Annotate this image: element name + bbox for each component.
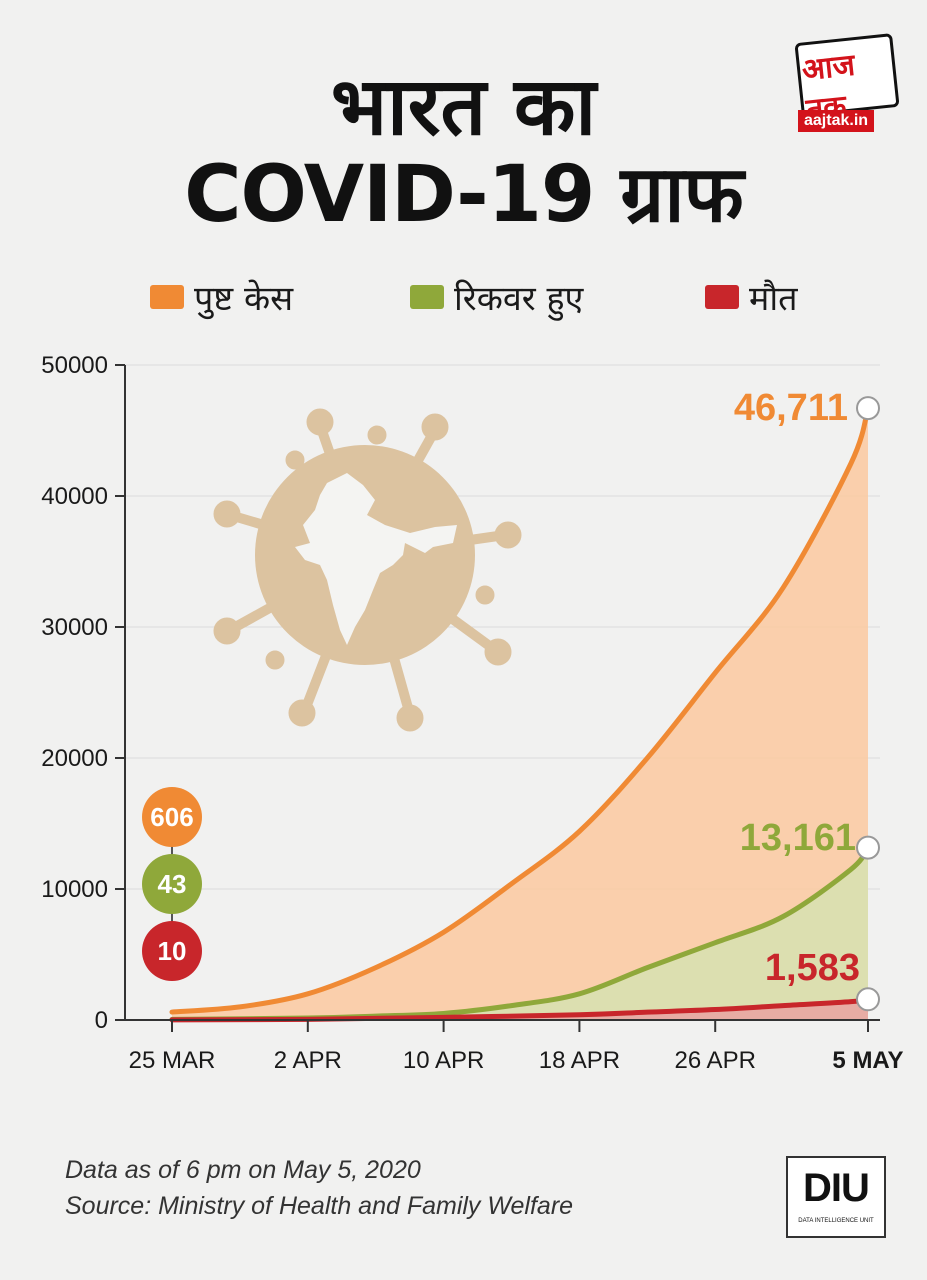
- y-tick-label: 30000: [41, 614, 108, 641]
- legend-swatch-recovered: [410, 285, 444, 309]
- x-tick-label: 25 MAR: [129, 1047, 216, 1074]
- legend-item-confirmed: पुष्ट केस: [150, 272, 293, 322]
- legend-swatch-confirmed: [150, 285, 184, 309]
- x-axis-ticks: 25 MAR 2 APR 10 APR 18 APR 26 APR 5 MAY: [129, 1020, 904, 1074]
- y-tick-label: 40000: [41, 483, 108, 510]
- badge-confirmed: [142, 787, 202, 847]
- badge-recovered: [142, 854, 202, 914]
- start-badges: 606 43 10: [142, 787, 202, 981]
- diu-logo: DIU DATA INTELLIGENCE UNIT: [786, 1156, 886, 1238]
- end-marker-confirmed: [856, 396, 880, 421]
- legend-swatch-deaths: [705, 285, 739, 309]
- legend-label-recovered: रिकवर हुए: [454, 279, 584, 319]
- y-tick-label: 0: [95, 1007, 108, 1034]
- line-confirmed: [169, 405, 871, 1015]
- source-note: Source: Ministry of Health and Family We…: [65, 1192, 574, 1220]
- aajtak-url[interactable]: aajtak.in: [798, 110, 875, 132]
- badge-deaths-value: 10: [158, 936, 187, 966]
- covid-area-chart: 0 10000 20000 30000 40000 50000 25 MAR 2 APR 10…: [41, 352, 904, 1074]
- end-value-recovered: 13,161: [740, 817, 856, 859]
- legend-item-deaths: मौत: [705, 272, 798, 322]
- diu-logo-subtitle: DATA INTELLIGENCE UNIT: [798, 1218, 874, 1224]
- end-marker-deaths: [856, 987, 880, 1012]
- axes: [124, 365, 880, 1021]
- y-tick-label: 20000: [41, 745, 108, 772]
- y-tick-label: 50000: [41, 352, 108, 379]
- area-recovered: [172, 847, 868, 1020]
- diu-logo-text: DIU: [803, 1166, 870, 1210]
- badge-deaths: [142, 921, 202, 981]
- y-tick-label: 10000: [41, 876, 108, 903]
- x-tick-label: 18 APR: [539, 1047, 620, 1074]
- end-value-deaths: 1,583: [765, 947, 860, 989]
- end-marker-recovered: [856, 835, 880, 860]
- x-tick-label: 2 APR: [274, 1047, 342, 1074]
- chart-title-line-1: भारत का: [330, 60, 597, 153]
- india-virus-icon: [213, 408, 522, 732]
- legend: पुष्ट केस रिकवर हुए मौत: [0, 272, 927, 322]
- end-markers: [856, 396, 880, 1012]
- aajtak-logo[interactable]: आज तक aajtak.in: [790, 30, 900, 145]
- x-tick-label: 10 APR: [403, 1047, 484, 1074]
- badge-recovered-value: 43: [158, 869, 187, 899]
- area-deaths: [172, 999, 868, 1020]
- legend-item-recovered: रिकवर हुए: [410, 272, 583, 322]
- legend-label-confirmed: पुष्ट केस: [194, 279, 294, 319]
- legend-label-deaths: मौत: [749, 279, 798, 319]
- x-tick-label: 5 MAY: [832, 1047, 903, 1074]
- data-note: Data as of 6 pm on May 5, 2020: [65, 1156, 421, 1184]
- chart-title-line-2: COVID-19 ग्राफ: [184, 150, 743, 240]
- y-axis-ticks: 0 10000 20000 30000 40000 50000: [41, 352, 125, 1034]
- series-areas: [172, 408, 868, 1020]
- x-tick-label: 26 APR: [675, 1047, 756, 1074]
- area-confirmed: [172, 408, 868, 1020]
- end-value-confirmed: 46,711: [734, 387, 848, 429]
- badge-confirmed-value: 606: [150, 802, 193, 832]
